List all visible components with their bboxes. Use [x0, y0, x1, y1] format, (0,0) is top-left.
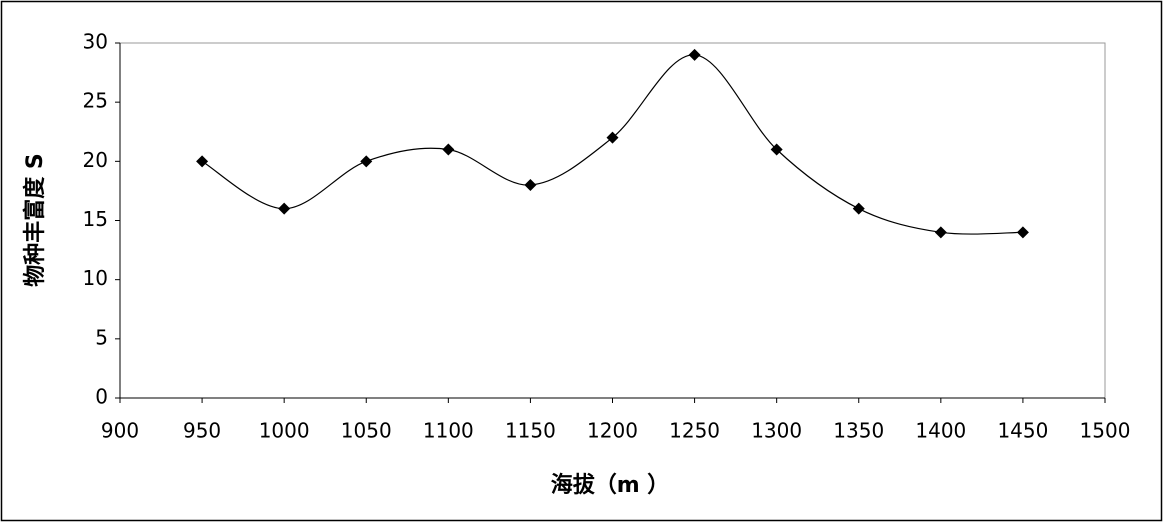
x-tick-label: 1150 [505, 419, 556, 443]
marker [606, 131, 619, 144]
y-tick-label: 10 [83, 266, 108, 290]
marker [852, 202, 865, 215]
x-tick-label: 1200 [587, 419, 638, 443]
x-tick-label: 1450 [997, 419, 1048, 443]
y-tick-label: 25 [83, 89, 108, 113]
x-tick-label: 1000 [259, 419, 310, 443]
line [201, 54, 1023, 235]
x-tick-label: 1300 [751, 419, 802, 443]
marker [524, 179, 537, 191]
marker [442, 143, 455, 156]
x-tick-label: 1100 [423, 419, 474, 443]
marker [360, 155, 373, 168]
marker [688, 48, 701, 61]
x-tick-label: 1050 [341, 419, 392, 443]
marker [934, 226, 947, 239]
y-tick-label: 0 [95, 385, 108, 409]
y-tick-label: 30 [83, 30, 108, 54]
y-axis-label: 物种丰富度 S [22, 153, 48, 287]
x-tick-label: 1400 [915, 419, 966, 443]
x-tick-label: 1500 [1080, 419, 1131, 443]
x-tick-label: 950 [183, 419, 221, 443]
marker [278, 202, 291, 215]
y-tick-label: 15 [83, 207, 108, 231]
marker [196, 155, 209, 168]
x-tick-label: 900 [101, 419, 139, 443]
marker [770, 143, 783, 156]
x-tick-label: 1250 [669, 419, 720, 443]
marker [1016, 226, 1029, 239]
x-tick-label: 1350 [833, 419, 884, 443]
x-axis-label: 海拔（m ） [551, 472, 670, 498]
y-tick-label: 20 [83, 148, 108, 172]
y-tick-label: 5 [95, 325, 108, 349]
